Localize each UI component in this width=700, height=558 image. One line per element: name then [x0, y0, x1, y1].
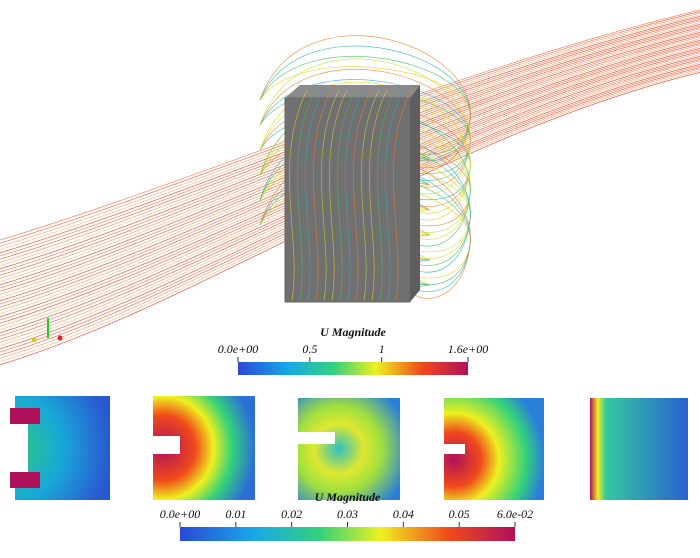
- streamline: [313, 89, 332, 301]
- streamline: [297, 89, 316, 301]
- colorbar-tick-label: 0.01: [225, 507, 246, 521]
- streamline: [345, 89, 364, 301]
- streamline: [305, 89, 324, 301]
- colorbar-tick-label: 0.03: [337, 507, 358, 521]
- colorbar-tick-label: 6.0e-02: [497, 507, 533, 521]
- colorbar: U Magnitude 0.0e+00 0.01 0.02 0.03 0.04 0.05 6.…: [160, 490, 533, 541]
- slices: [8, 396, 688, 500]
- colorbar-tick-label: 0.5: [302, 342, 317, 356]
- colorbar-tick-label: 0.0e+00: [218, 342, 258, 356]
- streamline: [329, 89, 348, 301]
- streamline: [393, 89, 412, 301]
- colorbar-ramp: [180, 527, 515, 541]
- colorbar-tick-label: 1: [379, 342, 385, 356]
- colorbar-title: U Magnitude: [320, 325, 386, 339]
- colorbar-tick-label: 0.04: [393, 507, 414, 521]
- streamline: [377, 89, 396, 301]
- colorbar-tick-label: 0.05: [449, 507, 470, 521]
- streamlines-front: [289, 89, 412, 301]
- streamline: [369, 89, 388, 301]
- colorbar-tick-label: 0.02: [281, 507, 302, 521]
- streamline: [353, 89, 372, 301]
- streamline: [361, 89, 380, 301]
- colorbar-title: U Magnitude: [315, 490, 381, 504]
- colorbar: U Magnitude 0.0e+00 0.5 1 1.6e+00: [218, 325, 488, 375]
- axes-triad: [31, 318, 63, 343]
- colorbar-ramp: [238, 362, 468, 375]
- streamline: [321, 89, 340, 301]
- colorbar-tick-label: 1.6e+00: [448, 342, 488, 356]
- streamline: [385, 89, 404, 301]
- streamline: [289, 89, 308, 301]
- streamline: [337, 89, 356, 301]
- colorbar-tick-label: 0.0e+00: [160, 507, 200, 521]
